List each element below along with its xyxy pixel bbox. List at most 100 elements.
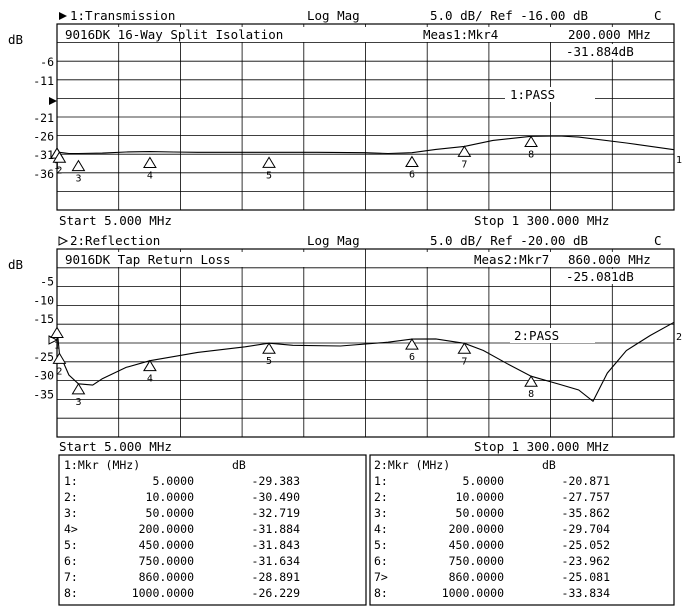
marker-7: 7 bbox=[457, 342, 472, 367]
channel-1-y-ticks: -6 -11 -21 -26 -31 -36 bbox=[33, 55, 54, 181]
channel-1-end-label: 1 bbox=[676, 155, 682, 166]
marker-value: -29.383 bbox=[252, 474, 301, 488]
marker-table-2-frame bbox=[369, 454, 675, 606]
marker-table-1-rows: 1: 5.0000 -29.383 2: 10.0000 -30.490 3: 50.0000… bbox=[64, 474, 300, 600]
table-row: 3: 50.0000 -32.719 bbox=[64, 506, 300, 520]
marker-frequency: 50.0000 bbox=[146, 506, 195, 520]
marker-value: -25.052 bbox=[562, 538, 610, 552]
channel-1-header: 1:Transmission Log Mag 5.0 dB/ Ref -16.0… bbox=[59, 8, 662, 23]
marker-value: -35.862 bbox=[562, 506, 610, 520]
channel-2-meas-label: Meas2:Mkr7 bbox=[474, 252, 549, 267]
marker-id: 3: bbox=[64, 506, 78, 520]
y-tick-label: -35 bbox=[33, 387, 54, 401]
marker-table-1-header-mkr: 1:Mkr (MHz) bbox=[64, 458, 140, 472]
marker-id: 8: bbox=[64, 586, 78, 600]
table-row: 2: 10.0000 -27.757 bbox=[374, 490, 610, 504]
table-row: 7: 860.0000 -28.891 bbox=[64, 570, 300, 584]
marker-triangle-icon bbox=[143, 359, 157, 372]
marker-id: 7> bbox=[374, 570, 388, 584]
marker-id: 5: bbox=[374, 538, 388, 552]
channel-2-format: Log Mag bbox=[307, 233, 360, 248]
marker-id: 6: bbox=[64, 554, 78, 568]
channel-1-label: 1:Transmission bbox=[70, 8, 175, 23]
marker-table-1-header-db: dB bbox=[232, 458, 246, 472]
channel-1-active-freq: 200.000 MHz bbox=[568, 27, 651, 42]
channel-2-coupling: C bbox=[654, 233, 662, 248]
table-row: 3: 50.0000 -35.862 bbox=[374, 506, 610, 520]
marker-table-2: 2:Mkr (MHz) dB 1: 5.0000 -20.871 2: 10.0000 -… bbox=[369, 454, 675, 606]
marker-id: 4> bbox=[64, 522, 78, 536]
y-tick-label: -26 bbox=[33, 130, 54, 144]
y-tick-label: -31 bbox=[33, 148, 54, 162]
table-row: 6: 750.0000 -31.634 bbox=[64, 554, 300, 568]
channel-1-grid bbox=[57, 24, 674, 210]
table-row: 4: 200.0000 -29.704 bbox=[374, 522, 610, 536]
y-tick-label: -10 bbox=[33, 293, 54, 307]
marker-frequency: 200.0000 bbox=[449, 522, 504, 536]
channel-2-channel-icon bbox=[58, 236, 69, 246]
y-tick-label: -5 bbox=[40, 275, 54, 289]
channel-1-format: Log Mag bbox=[307, 8, 360, 23]
marker-label: 4 bbox=[147, 170, 153, 181]
channel-1-scale: 5.0 dB/ Ref -16.00 dB bbox=[430, 8, 588, 23]
marker-triangle-icon bbox=[262, 342, 276, 354]
channel-2-scale: 5.0 dB/ Ref -20.00 dB bbox=[430, 233, 588, 248]
channel-1-markers: 12 3 4 5 6 7 8 bbox=[50, 135, 538, 185]
marker-value: -23.962 bbox=[562, 554, 610, 568]
channel-1-start-label: Start 5.000 MHz bbox=[59, 213, 172, 228]
marker-8: 8 bbox=[524, 135, 538, 160]
table-row: 4> 200.0000 -31.884 bbox=[64, 522, 300, 536]
marker-label: 1 bbox=[54, 161, 60, 172]
marker-triangle-icon bbox=[262, 156, 276, 168]
table-row: 1: 5.0000 -20.871 bbox=[374, 474, 610, 488]
marker-frequency: 750.0000 bbox=[139, 554, 194, 568]
marker-value: -30.490 bbox=[252, 490, 301, 504]
channel-1-meas-label: Meas1:Mkr4 bbox=[423, 27, 498, 42]
y-tick-label: -15 bbox=[33, 312, 54, 326]
marker-frequency: 10.0000 bbox=[456, 490, 505, 504]
marker-triangle-icon bbox=[457, 342, 472, 354]
marker-triangle-icon bbox=[52, 352, 67, 364]
channel-2-trace bbox=[56, 321, 675, 403]
channel-1-active-value: -31.884dB bbox=[566, 44, 634, 59]
marker-value: -29.704 bbox=[562, 522, 611, 536]
y-tick-label: -11 bbox=[33, 74, 54, 88]
marker-label: 7 bbox=[461, 159, 467, 170]
marker-label: 5 bbox=[266, 356, 272, 367]
marker-2: 2 bbox=[52, 352, 67, 377]
marker-frequency: 10.0000 bbox=[146, 490, 195, 504]
marker-label: 7 bbox=[461, 356, 467, 367]
marker-3: 3 bbox=[71, 159, 86, 185]
marker-triangle-icon bbox=[405, 155, 419, 168]
marker-label: 1 bbox=[54, 340, 60, 351]
marker-id: 3: bbox=[374, 506, 388, 520]
marker-label: 3 bbox=[75, 174, 81, 185]
marker-1: 1 bbox=[50, 326, 64, 351]
marker-table-2-header-mkr: 2:Mkr (MHz) bbox=[374, 458, 450, 472]
marker-label: 5 bbox=[266, 170, 272, 181]
marker-id: 8: bbox=[374, 586, 388, 600]
channel-2-reference-pointer-icon bbox=[48, 335, 59, 345]
marker-id: 2: bbox=[64, 490, 78, 504]
marker-triangle-icon bbox=[50, 326, 64, 338]
channel-1-trace bbox=[56, 135, 675, 155]
channel-2-title: 9016DK Tap Return Loss bbox=[65, 252, 231, 267]
channel-2-y-ticks: -5 -10 -15 -25 -30 -35 bbox=[33, 275, 54, 402]
marker-5: 5 bbox=[262, 156, 276, 181]
marker-value: -26.229 bbox=[252, 586, 301, 600]
marker-value: -28.891 bbox=[252, 570, 301, 584]
table-row: 8: 1000.0000 -26.229 bbox=[64, 586, 300, 600]
marker-frequency: 750.0000 bbox=[449, 554, 504, 568]
table-row: 5: 450.0000 -25.052 bbox=[374, 538, 610, 552]
marker-value: -31.884 bbox=[252, 522, 301, 536]
marker-label: 3 bbox=[75, 397, 81, 408]
channel-1-plot: 9016DK 16-Way Split Isolation Meas1:Mkr4… bbox=[33, 23, 682, 211]
channel-2-label: 2:Reflection bbox=[70, 233, 160, 248]
marker-table-1-frame bbox=[58, 454, 367, 606]
channel-2-grid bbox=[57, 249, 674, 437]
channel-2-stop-label: Stop 1 300.000 MHz bbox=[474, 439, 609, 454]
table-row: 8: 1000.0000 -33.834 bbox=[374, 586, 610, 600]
marker-7: 7 bbox=[457, 145, 472, 170]
marker-frequency: 1000.0000 bbox=[442, 586, 504, 600]
marker-8: 8 bbox=[524, 375, 538, 400]
